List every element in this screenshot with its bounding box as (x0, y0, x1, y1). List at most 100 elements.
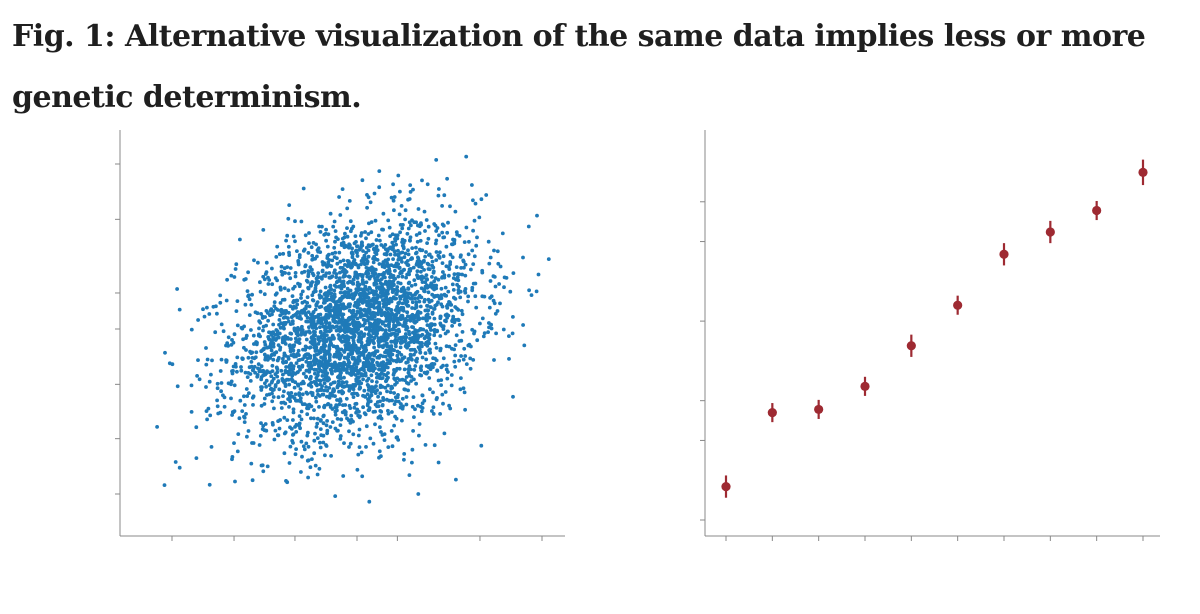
scatter-point (461, 258, 466, 263)
scatter-point (375, 375, 379, 380)
scatter-point (338, 308, 342, 312)
scatter-point (386, 291, 390, 296)
scatter-point (366, 271, 371, 276)
scatter-point (312, 438, 317, 443)
scatter-point (299, 310, 304, 315)
scatter-point (493, 284, 498, 289)
scatter-point (451, 237, 455, 242)
scatter-point (359, 243, 364, 247)
scatter-point (457, 272, 462, 277)
scatter-point (291, 286, 295, 291)
scatter-point (261, 368, 266, 373)
scatter-point (290, 394, 295, 399)
scatter-point (317, 466, 322, 471)
scatter-point (441, 254, 446, 259)
scatter-point (390, 287, 395, 292)
scatter-point (324, 308, 329, 312)
scatter-point (306, 269, 311, 273)
scatter-point (392, 339, 396, 344)
scatter-point (417, 231, 422, 236)
scatter-point (405, 272, 409, 277)
scatter-point (393, 252, 397, 257)
scatter-point (461, 386, 466, 391)
scatter-point (234, 364, 238, 369)
scatter-point (272, 437, 277, 442)
scatter-point (320, 224, 324, 229)
scatter-point (284, 320, 288, 325)
scatter-point (313, 463, 318, 468)
scatter-point (448, 406, 453, 411)
scatter-point (272, 406, 276, 411)
scatter-point (293, 380, 298, 385)
scatter-point (175, 384, 180, 389)
scatter-point (361, 373, 366, 378)
scatter-point (300, 392, 305, 397)
scatter-point (425, 331, 430, 336)
scatter-point (170, 362, 175, 367)
scatter-point (215, 398, 220, 403)
scatter-point (430, 275, 434, 279)
scatter-point (328, 311, 332, 316)
scatter-point (450, 282, 455, 287)
scatter-point (322, 348, 327, 353)
scatter-point (315, 378, 319, 382)
scatter-point (324, 443, 328, 447)
scatter-point (229, 343, 234, 347)
scatter-point (391, 279, 396, 284)
scatter-point (431, 365, 435, 370)
scatter-point (388, 349, 393, 354)
scatter-point (232, 383, 237, 388)
scatter-point (536, 272, 541, 277)
scatter-point (299, 317, 303, 321)
scatter-point (375, 248, 380, 253)
scatter-point (315, 472, 320, 477)
scatter-point (387, 328, 392, 333)
scatter-point (356, 331, 361, 336)
scatter-point (413, 328, 418, 333)
scatter-point (314, 395, 318, 400)
scatter-point (302, 269, 307, 274)
scatter-point (508, 289, 513, 294)
scatter-point (427, 252, 432, 257)
scatter-point (267, 337, 272, 342)
scatter-point (253, 310, 258, 315)
scatter-point (264, 371, 269, 375)
scatter-point (189, 327, 194, 332)
scatter-point (307, 304, 312, 309)
scatter-point (416, 296, 420, 300)
scatter-point (357, 445, 362, 449)
scatter-point (434, 250, 439, 254)
scatter-point (426, 262, 431, 267)
scatter-point (461, 357, 466, 362)
scatter-point (263, 342, 268, 347)
scatter-point (312, 257, 316, 261)
scatter-point (291, 410, 296, 415)
scatter-point (403, 217, 407, 222)
scatter-point (352, 405, 357, 410)
scatter-point (270, 369, 275, 373)
scatter-point (410, 347, 414, 352)
scatter-point (416, 345, 421, 350)
scatter-point (371, 331, 376, 335)
scatter-point (452, 241, 457, 246)
scatter-point (383, 385, 388, 390)
scatter-point (240, 356, 245, 361)
scatter-point (274, 350, 279, 355)
scatter-point (242, 414, 246, 419)
scatter-point (457, 339, 462, 343)
scatter-point (460, 272, 464, 277)
scatter-point (440, 230, 445, 235)
scatter-point (353, 262, 358, 267)
scatter-point (480, 316, 485, 321)
scatter-point (419, 334, 423, 338)
scatter-point (288, 322, 293, 326)
scatter-point (408, 235, 413, 240)
scatter-point (372, 271, 377, 275)
scatter-point (393, 377, 398, 382)
scatter-point (423, 254, 427, 259)
scatter-point (386, 383, 390, 388)
scatter-point (350, 292, 355, 297)
scatter-point (356, 339, 361, 344)
scatter-point (332, 365, 337, 369)
scatter-point (251, 333, 256, 338)
